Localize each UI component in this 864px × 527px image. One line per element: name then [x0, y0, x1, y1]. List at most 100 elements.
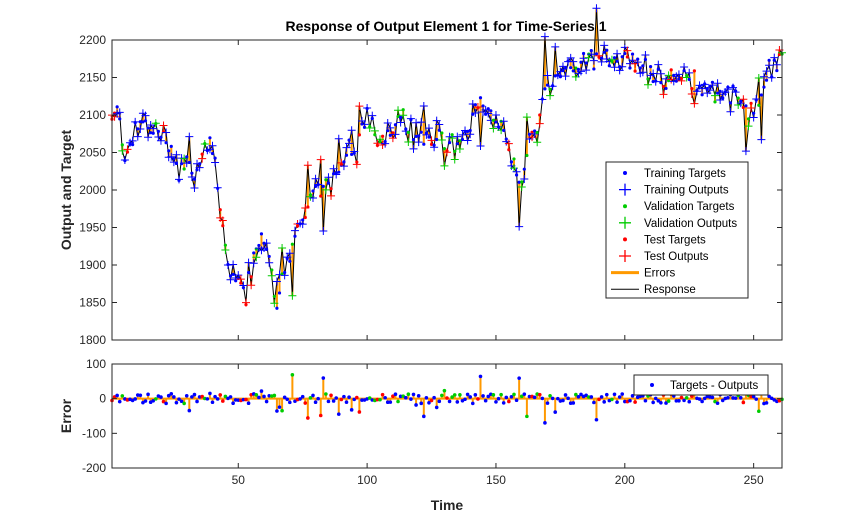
- error-point: [481, 394, 485, 398]
- error-point: [643, 398, 648, 403]
- error-point: [182, 401, 186, 406]
- output-point: [406, 114, 415, 123]
- error-point: [697, 397, 702, 401]
- output-point: [659, 90, 668, 99]
- target-point: [692, 69, 696, 73]
- output-point: [136, 125, 145, 134]
- output-point: [512, 167, 521, 176]
- output-point: [476, 141, 485, 150]
- target-point: [277, 291, 282, 295]
- error-point: [442, 388, 447, 393]
- output-point: [680, 63, 689, 72]
- error-point: [200, 394, 204, 399]
- target-point: [494, 120, 498, 124]
- target-point: [195, 168, 199, 172]
- target-point: [744, 104, 748, 108]
- error-point: [769, 396, 774, 401]
- error-point: [133, 397, 137, 401]
- error-x-label: Time: [431, 497, 464, 513]
- output-point: [347, 126, 356, 135]
- output-point: [752, 95, 761, 104]
- target-point: [728, 101, 733, 105]
- target-point: [512, 157, 516, 161]
- output-point: [641, 51, 650, 60]
- error-point: [710, 395, 715, 400]
- output-point: [569, 57, 578, 66]
- target-point: [391, 131, 395, 135]
- output-point: [128, 136, 137, 145]
- error-point: [494, 400, 498, 404]
- error-point: [599, 395, 604, 399]
- error-point: [651, 400, 655, 405]
- target-point: [288, 259, 292, 263]
- error-point: [556, 396, 560, 401]
- error-point: [664, 401, 668, 405]
- error-point: [633, 400, 637, 404]
- error-point: [499, 392, 503, 397]
- output-point: [504, 139, 513, 148]
- target-point: [280, 272, 284, 276]
- y-tick-label: 0: [99, 392, 106, 406]
- error-point: [473, 393, 478, 397]
- output-point: [386, 123, 395, 132]
- error-point: [336, 412, 341, 416]
- y-tick-label: 1900: [79, 258, 106, 272]
- error-point: [174, 400, 179, 405]
- output-point: [546, 91, 555, 100]
- error-point: [666, 399, 671, 403]
- output-point: [149, 124, 158, 133]
- target-point: [455, 142, 459, 146]
- output-point: [234, 271, 243, 280]
- y-tick-label: 2150: [79, 71, 106, 85]
- target-point: [167, 149, 171, 153]
- error-point: [574, 392, 578, 397]
- error-point: [398, 394, 403, 399]
- target-point: [218, 208, 222, 212]
- error-point: [143, 399, 148, 403]
- error-point: [293, 399, 297, 404]
- output-point: [162, 128, 171, 137]
- output-point: [252, 253, 261, 262]
- error-point: [184, 394, 189, 398]
- error-point: [720, 398, 725, 403]
- target-point: [293, 234, 297, 238]
- error-x-ticks: 50 100 150 200 250: [232, 364, 764, 487]
- output-point: [623, 46, 632, 55]
- error-y-ticks: -200 -100 0 100: [82, 357, 782, 475]
- output-point: [589, 56, 598, 65]
- error-point: [277, 405, 282, 409]
- target-point: [151, 131, 155, 135]
- error-point: [715, 401, 720, 406]
- target-point: [633, 69, 637, 73]
- error-point: [179, 399, 184, 404]
- target-point: [146, 126, 150, 130]
- error-point: [215, 397, 220, 401]
- target-point: [594, 52, 599, 56]
- target-point: [267, 254, 271, 259]
- error-point: [210, 400, 215, 405]
- target-point: [115, 105, 119, 109]
- error-point: [566, 396, 570, 401]
- output-point: [208, 141, 217, 150]
- error-point: [597, 397, 601, 402]
- target-point: [156, 129, 160, 133]
- target-point: [185, 155, 189, 159]
- error-point: [383, 395, 387, 400]
- error-point: [757, 409, 761, 414]
- error-axes-frame: [111, 363, 783, 469]
- output-point: [290, 226, 299, 235]
- output-point: [729, 83, 738, 92]
- output-point: [551, 42, 560, 51]
- error-point: [496, 396, 501, 401]
- output-point: [499, 117, 508, 126]
- target-point: [530, 130, 534, 134]
- error-point: [594, 417, 599, 422]
- error-point: [375, 397, 380, 402]
- output-point: [419, 102, 428, 111]
- output-point: [167, 152, 176, 161]
- output-point: [674, 70, 683, 79]
- error-point: [437, 399, 442, 404]
- target-point: [664, 86, 668, 91]
- target-point: [164, 141, 168, 145]
